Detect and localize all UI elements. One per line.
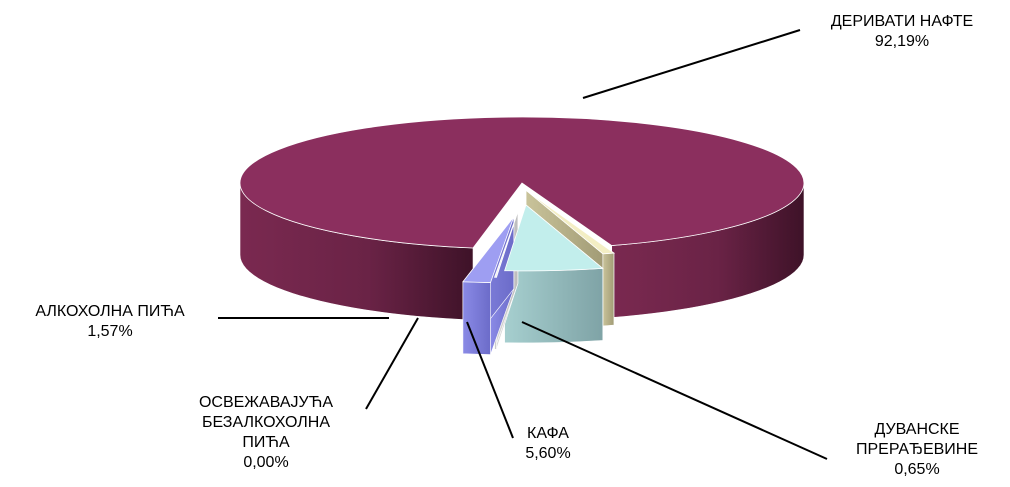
slice-value-label: 5,60% [525,445,570,462]
leader-lines [218,29,828,460]
slice-top-2 [504,204,604,272]
slice-label-line: БЕЗАЛКОХОЛНА [202,414,330,431]
leader-line [466,321,514,439]
slice-value-label: 1,57% [87,323,132,340]
slice-value-label: 0,65% [894,461,939,478]
pie-top-faces [239,116,805,283]
slice-label-line: КАФА [527,425,569,442]
slice-top-4 [462,216,515,283]
slice-top-3 [493,211,519,278]
slice-label: ДЕРИВАТИ НАФТЕ 92,19% [831,13,973,50]
data-labels: ДЕРИВАТИ НАФТЕ 92,19% ДУВАНСКЕ ПРЕРАЂЕВИНЕ 0… [35,13,978,478]
slice-label-line: АЛКОХОЛНА ПИЋА [35,303,185,320]
slice-label: АЛКОХОЛНА ПИЋА 1,57% [35,303,185,340]
slice-top-0 [239,116,805,249]
slice-label: КАФА 5,60% [525,425,570,462]
slice-label-line: ПИЋА [242,434,290,451]
slice-label-line: ПРЕРАЂЕВИНЕ [856,441,978,458]
slice-value-label: 92,19% [875,33,929,50]
leader-line [521,321,828,460]
slice-label-line: ОСВЕЖАВАЈУЋА [199,394,333,411]
slice-label-line: ДЕРИВАТИ НАФТЕ [831,13,973,30]
slice-top-1 [525,190,616,255]
slice-value-label: 0,00% [243,454,288,471]
leader-line [365,317,419,410]
leader-line [582,29,801,99]
slice-label-line: ДУВАНСКЕ [874,421,959,438]
slice-label: ОСВЕЖАВАЈУЋА БЕЗАЛКОХОЛНА ПИЋА 0,00% [199,394,333,471]
slice-label: ДУВАНСКЕ ПРЕРАЂЕВИНЕ 0,65% [856,421,978,478]
